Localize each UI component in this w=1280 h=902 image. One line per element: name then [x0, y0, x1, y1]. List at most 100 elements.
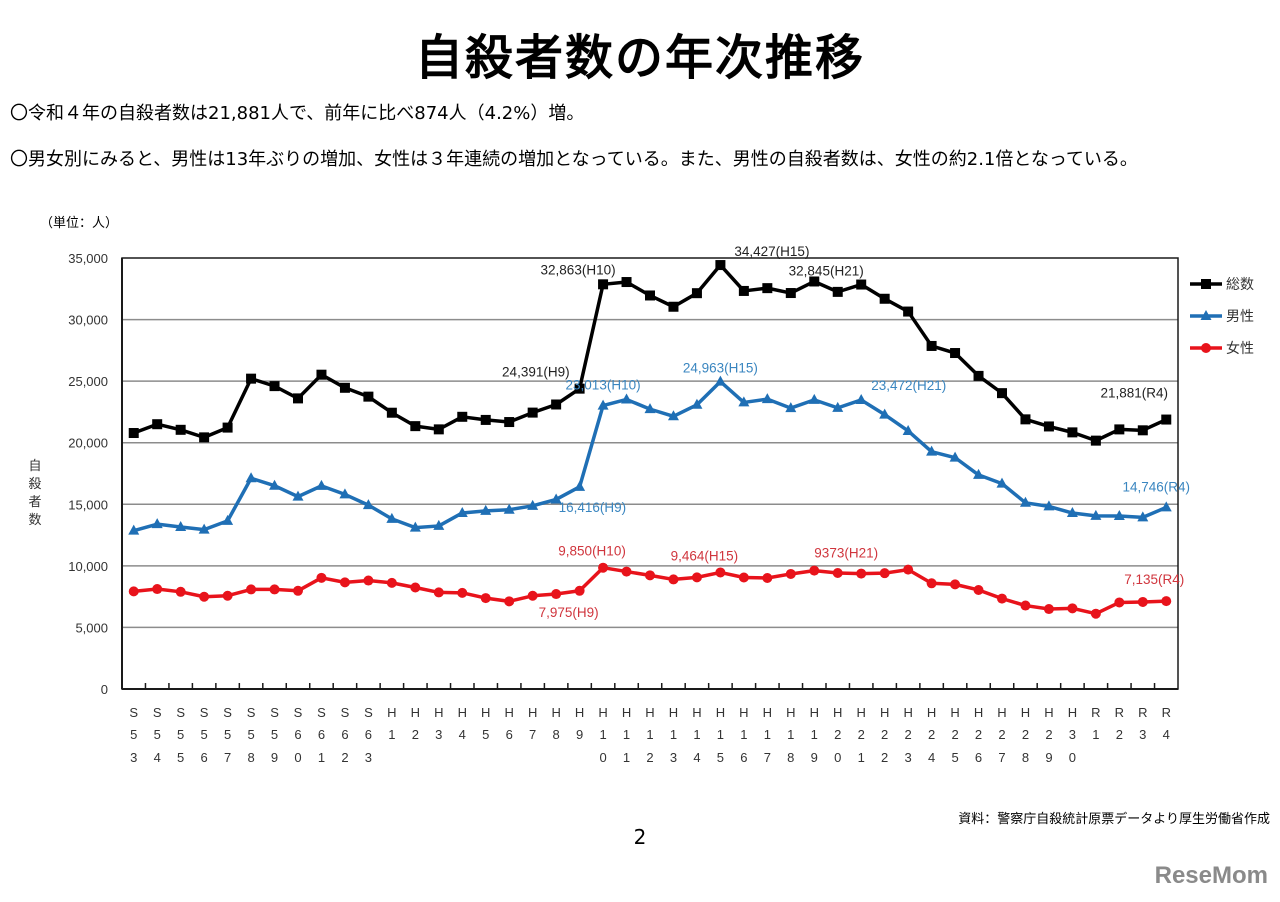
data-point — [997, 593, 1007, 604]
x-tick-label-year-ones: 1 — [318, 750, 325, 765]
data-label: 14,746(R4) — [1122, 479, 1190, 494]
y-axis-label-char: 者 — [28, 495, 41, 510]
data-point — [1043, 500, 1055, 511]
y-tick-label: 5,000 — [75, 620, 108, 635]
data-point — [457, 411, 468, 422]
x-tick-label-era: H — [1021, 705, 1030, 720]
data-label: 34,427(H15) — [734, 244, 809, 259]
data-point — [832, 401, 844, 412]
data-point — [832, 568, 843, 579]
x-tick-label-era: S — [200, 705, 209, 720]
x-tick-label-year: 2 — [1116, 727, 1123, 742]
data-point — [621, 277, 632, 288]
x-tick-label-year-tens: 2 — [975, 727, 982, 742]
x-tick-label: H 2 7 — [997, 705, 1006, 765]
y-axis-label-char: 殺 — [28, 477, 41, 492]
data-point — [199, 432, 210, 443]
data-point — [362, 499, 374, 510]
data-point — [668, 301, 679, 312]
x-tick-label-era: H — [575, 705, 584, 720]
x-tick-label-year-tens: 2 — [1022, 727, 1029, 742]
x-tick-label: S 6 2 — [341, 705, 350, 765]
data-point — [973, 468, 985, 479]
data-point — [1020, 600, 1031, 611]
x-tick-label: H 2 5 — [950, 705, 959, 765]
data-point — [855, 393, 867, 404]
x-tick-label-era: H — [458, 705, 467, 720]
x-tick-label: S 5 9 — [270, 705, 279, 765]
x-tick-label: S 5 6 — [200, 705, 209, 765]
legend-marker — [1200, 310, 1212, 320]
data-point — [456, 506, 468, 517]
data-point — [269, 584, 280, 595]
x-tick-label-year-tens: 6 — [318, 727, 325, 742]
x-tick-label: H 2 4 — [927, 705, 936, 765]
data-point — [691, 572, 702, 583]
x-tick-label-year-ones: 7 — [224, 750, 231, 765]
data-point — [1043, 604, 1054, 615]
x-tick-label: H 1 8 — [786, 705, 795, 765]
data-point — [856, 568, 867, 579]
data-point — [1137, 511, 1149, 522]
x-tick-label-year-ones: 2 — [881, 750, 888, 765]
x-tick-label-year-ones: 6 — [201, 750, 208, 765]
data-point — [222, 590, 233, 601]
x-tick-label-year-ones: 5 — [177, 750, 184, 765]
x-tick-label-era: S — [153, 705, 162, 720]
data-point — [762, 283, 773, 294]
data-point — [339, 577, 350, 588]
x-tick-label-year-ones: 6 — [975, 750, 982, 765]
x-tick-label-year-ones: 3 — [365, 750, 372, 765]
data-label: 16,416(H9) — [559, 500, 627, 515]
data-point — [175, 424, 186, 435]
summary-bullet-total: 〇令和４年の自殺者数は21,881人で、前年に比べ874人（4.2%）増。 — [10, 103, 585, 124]
x-tick-label: S 6 1 — [317, 705, 326, 765]
x-tick-label: H1 — [387, 705, 396, 742]
data-point — [550, 493, 562, 504]
data-point — [738, 285, 749, 296]
x-tick-label: S 6 3 — [364, 705, 373, 765]
data-point — [738, 396, 750, 407]
data-point — [198, 523, 210, 534]
data-label: 24,963(H15) — [683, 361, 758, 376]
data-point — [363, 575, 374, 586]
data-point — [527, 499, 539, 510]
x-tick-label: H 1 1 — [622, 705, 631, 765]
x-tick-label-year-tens: 1 — [787, 727, 794, 742]
data-point — [293, 585, 303, 596]
data-point — [1020, 414, 1031, 425]
data-point — [879, 568, 890, 579]
x-tick-label-year-ones: 0 — [1069, 750, 1076, 765]
x-tick-label: H 1 7 — [763, 705, 772, 765]
x-tick-label-year-tens: 1 — [623, 727, 630, 742]
x-tick-label-era: H — [833, 705, 842, 720]
data-point — [926, 578, 937, 589]
x-tick-label-year-ones: 0 — [294, 750, 301, 765]
x-tick-label: H8 — [551, 705, 560, 742]
data-label: 21,881(R4) — [1100, 386, 1168, 401]
data-point — [152, 419, 163, 430]
x-tick-label-year-ones: 8 — [247, 750, 254, 765]
legend-item: 総数 — [1190, 277, 1254, 293]
data-point — [997, 388, 1007, 399]
x-tick-label-era: S — [247, 705, 256, 720]
x-tick-label-year-tens: 1 — [717, 727, 724, 742]
x-tick-label: H9 — [575, 705, 584, 742]
x-tick-label-year-ones: 2 — [341, 750, 348, 765]
x-tick-label-year-tens: 3 — [1069, 727, 1076, 742]
x-tick-label-year-tens: 5 — [177, 727, 184, 742]
x-tick-label-year: 5 — [482, 727, 489, 742]
data-label: 7,135(R4) — [1124, 572, 1184, 587]
data-point — [1114, 424, 1125, 435]
data-point — [504, 596, 515, 607]
data-point — [996, 477, 1008, 488]
x-tick-label-era: R — [1115, 705, 1124, 720]
data-point — [715, 567, 726, 578]
data-point — [926, 445, 938, 456]
x-tick-label: S 5 7 — [223, 705, 232, 765]
data-label: 9,850(H10) — [558, 544, 626, 559]
data-label: 23,013(H10) — [566, 378, 641, 393]
data-point — [410, 421, 421, 432]
data-point — [645, 570, 655, 581]
data-point — [1137, 425, 1148, 436]
